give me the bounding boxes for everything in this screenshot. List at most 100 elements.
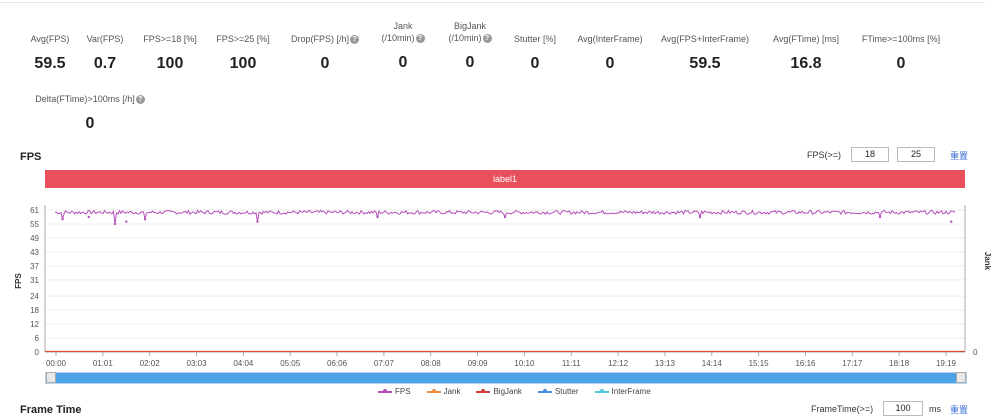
metric-avg-interframe: Avg(InterFrame) 0 [565, 33, 655, 73]
x-tick-label: 10:10 [514, 359, 535, 368]
fps-dip-point [143, 218, 147, 221]
x-tick-label: 01:01 [93, 359, 114, 368]
frame-time-section-title: Frame Time [20, 404, 82, 416]
x-tick-label: 11:11 [562, 359, 581, 368]
metric-var-fps: Var(FPS) 0.7 [60, 33, 150, 73]
legend-item-bigjank[interactable]: BigJank [476, 387, 522, 396]
metric-fps-ge-18: FPS>=18 [%] 100 [125, 33, 215, 73]
metric-jank: Jank (/10min)? 0 [358, 20, 448, 72]
metric-delta-ftime: Delta(FTime)>100ms [/h]? 0 [20, 93, 160, 133]
legend-item-stutter[interactable]: Stutter [537, 387, 579, 396]
y-tick-label: 18 [30, 306, 39, 315]
y-tick-label: 61 [30, 206, 39, 215]
x-tick-label: 09:09 [468, 359, 489, 368]
legend-item-interframe[interactable]: InterFrame [594, 387, 651, 396]
x-tick-label: 18:18 [889, 359, 910, 368]
legend-item-jank[interactable]: Jank [426, 387, 461, 396]
metric-label: Avg(FTime) [ms] [772, 34, 839, 44]
x-tick-label: 04:04 [233, 359, 254, 368]
y-tick-label: 31 [30, 276, 39, 285]
x-tick-label: 03:03 [187, 359, 208, 368]
y-tick-label: 0 [35, 348, 40, 357]
x-tick-label: 15:15 [749, 359, 770, 368]
metric-bigjank: BigJank (/10min)? 0 [425, 20, 515, 72]
metric-value: 59.5 [689, 55, 721, 72]
legend-swatch [378, 388, 392, 393]
metric-value: 0 [896, 55, 906, 72]
help-icon[interactable]: ? [135, 95, 145, 105]
frame-time-unit: ms [929, 404, 941, 414]
y2-axis-title: Jank [983, 252, 992, 271]
metric-label: Var(FPS) [86, 34, 124, 44]
metric-value: 0 [605, 55, 615, 72]
legend-item-fps[interactable]: FPS [378, 387, 411, 396]
legend-label: InterFrame [611, 387, 651, 396]
fps-threshold-1-input[interactable] [851, 147, 889, 162]
metric-label: FPS>=18 [%] [143, 34, 197, 44]
frame-time-reset-link[interactable]: 重置 [950, 405, 969, 415]
fps-dip-point [125, 220, 128, 223]
frame-time-threshold-label: FrameTime(>=) [811, 404, 874, 414]
frame-time-threshold-input[interactable] [883, 401, 923, 416]
metric-label-unit: (/10min)? [425, 32, 515, 44]
fps-dip-point [698, 215, 702, 219]
x-tick-label: 06:06 [327, 359, 348, 368]
y-tick-label: 55 [30, 220, 39, 229]
metric-avg-ftime: Avg(FTime) [ms] 16.8 [761, 33, 851, 73]
legend-label: FPS [395, 387, 411, 396]
y-tick-label: 6 [35, 334, 40, 343]
label-bar[interactable]: label1 [45, 170, 965, 188]
help-icon[interactable]: ? [482, 34, 492, 44]
x-tick-label: 16:16 [795, 359, 816, 368]
metric-label: Drop(FPS) [/h]? [280, 33, 370, 45]
x-tick-label: 13:13 [655, 359, 676, 368]
fps-dip-point [503, 215, 507, 219]
fps-section-title: FPS [20, 151, 42, 163]
y-tick-label: 12 [30, 320, 39, 329]
metric-label-text: (/10min) [381, 33, 415, 43]
metric-ftime-ge-100: FTime>=100ms [%] 0 [856, 33, 946, 73]
metric-label: Avg(InterFrame) [577, 34, 643, 44]
metric-label: FPS>=25 [%] [216, 34, 270, 44]
fps-dip-point [87, 215, 90, 219]
metric-avg-fps: Avg(FPS) 59.5 [5, 33, 95, 73]
scrollbar-left-handle[interactable] [46, 372, 56, 383]
x-tick-label: 14:14 [702, 359, 723, 368]
metric-label: FTime>=100ms [%] [861, 34, 941, 44]
metric-label: Stutter [%] [513, 34, 557, 44]
legend-label: Jank [443, 387, 461, 396]
metric-value: 0.7 [93, 55, 117, 72]
x-tick-label: 05:05 [280, 359, 301, 368]
legend-swatch [594, 388, 609, 393]
x-tick-label: 02:02 [140, 359, 161, 368]
metric-value: 0 [530, 55, 540, 72]
fps-dip-point [950, 220, 953, 223]
x-tick-label: 07:07 [374, 359, 395, 368]
scrollbar-right-handle[interactable] [956, 372, 966, 383]
timeline-scrollbar[interactable] [45, 372, 967, 384]
metric-label-text: Drop(FPS) [/h] [290, 34, 349, 44]
metric-label: Jank [393, 21, 413, 31]
metric-value: 0 [465, 54, 475, 71]
metric-label: Avg(FPS) [30, 34, 70, 44]
metric-value: 0 [85, 115, 95, 132]
metric-label-text: Delta(FTime)>100ms [/h] [35, 94, 135, 104]
fps-threshold-2-input[interactable] [897, 147, 935, 162]
legend-swatch [476, 388, 491, 393]
fps-dip-point [113, 222, 117, 226]
x-tick-label: 17:17 [842, 359, 863, 368]
metric-label-text: (/10min) [448, 33, 482, 43]
y-tick-label: 49 [30, 234, 39, 243]
metric-value: 0 [320, 55, 330, 72]
help-icon[interactable]: ? [415, 34, 425, 44]
metric-avg-fps-interframe: Avg(FPS+InterFrame) 59.5 [660, 33, 750, 73]
legend-swatch [537, 388, 552, 393]
fps-dip-point [878, 215, 882, 219]
metric-stutter: Stutter [%] 0 [490, 33, 580, 73]
fps-dip-point [256, 220, 259, 223]
metric-label: BigJank [453, 21, 487, 31]
fps-reset-link[interactable]: 重置 [950, 151, 969, 161]
fps-threshold-label: FPS(>=) [807, 150, 842, 160]
help-icon[interactable]: ? [350, 35, 359, 45]
fps-chart: 61 55 49 43 37 31 24 18 12 6 0 0 FPS Jank 00:00 01:01 02… [14, 205, 992, 368]
